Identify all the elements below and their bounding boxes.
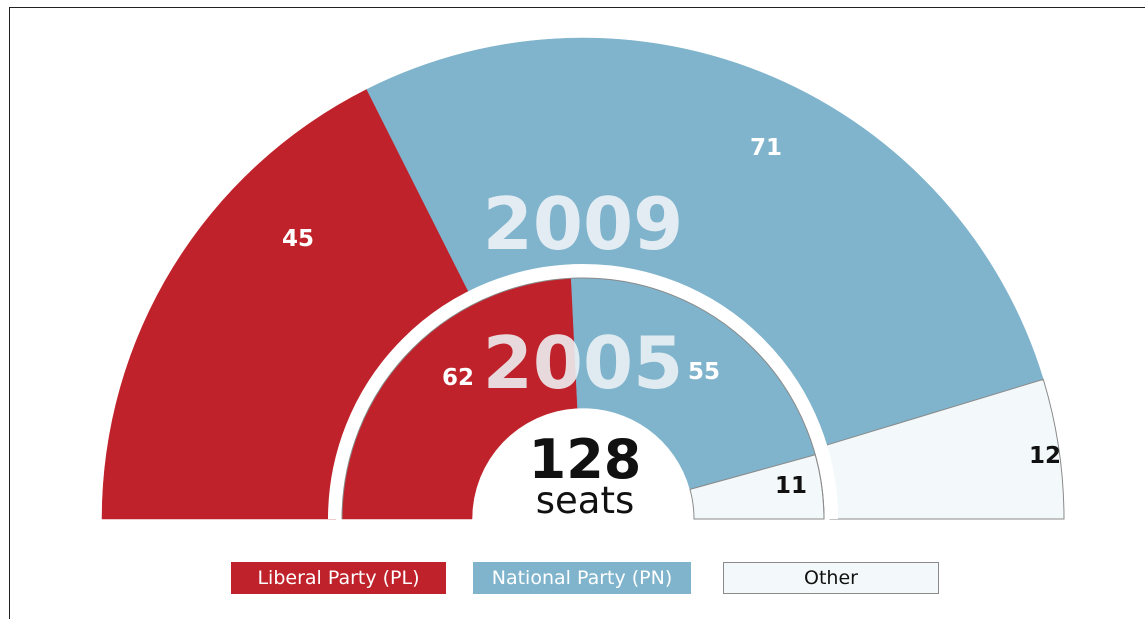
ring-2009-value-national: 71 xyxy=(750,135,782,161)
legend-liberal-party: Liberal Party (PL) xyxy=(231,562,446,594)
legend-other: Other xyxy=(723,562,939,594)
base-strip xyxy=(90,520,1080,560)
ring-divider xyxy=(328,264,838,520)
total-seats-unit: seats xyxy=(536,479,635,522)
legend-national-party: National Party (PN) xyxy=(473,562,691,594)
ring-2005-value-national: 55 xyxy=(688,359,720,385)
ring-2005-value-liberal: 62 xyxy=(442,365,474,391)
ring-2009-value-other: 12 xyxy=(1029,443,1061,469)
inner-ring-outline xyxy=(341,277,825,520)
ring-2005-value-other: 11 xyxy=(775,473,807,499)
total-seats-value: 128 xyxy=(529,428,642,491)
chart-frame xyxy=(9,7,1145,619)
year-label-2005: 2005 xyxy=(483,321,683,405)
year-label-2009: 2009 xyxy=(483,182,683,266)
ring-2009-value-liberal: 45 xyxy=(282,226,314,252)
